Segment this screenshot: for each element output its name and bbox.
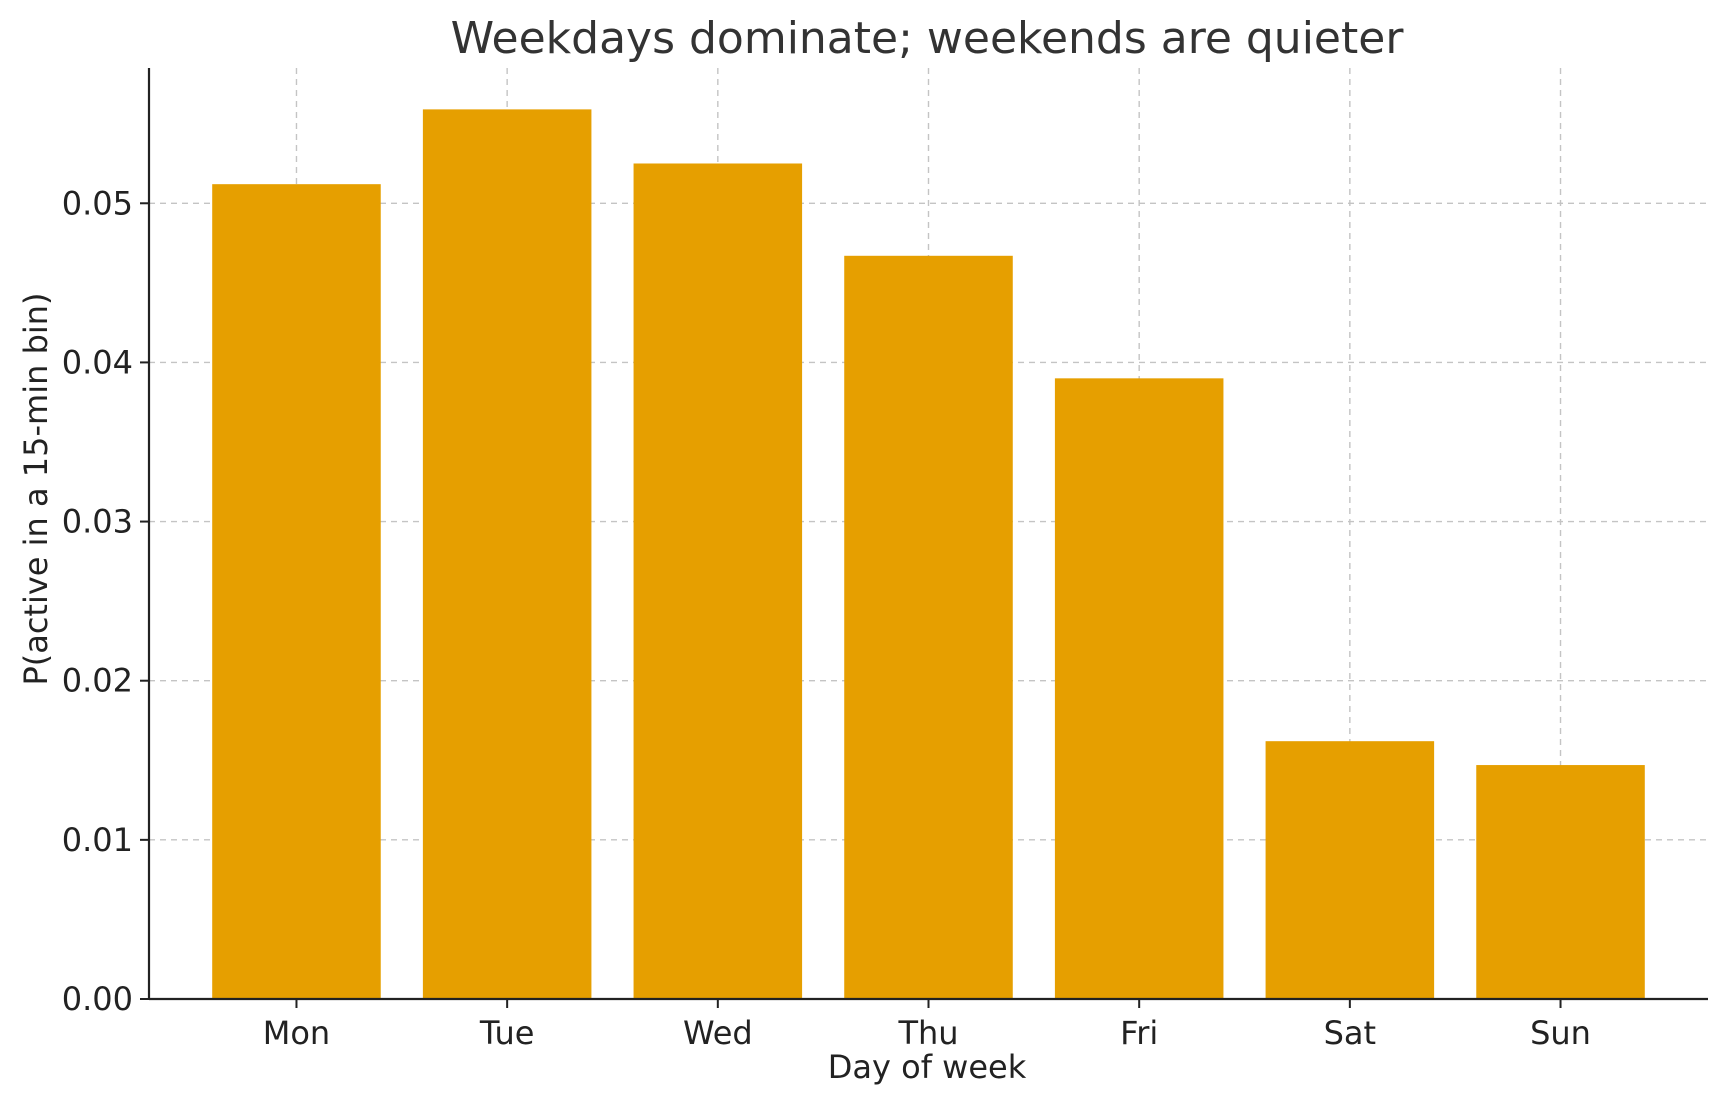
y-axis-label: P(active in a 15-min bin): [17, 292, 55, 685]
y-tick-label: 0.01: [62, 821, 133, 859]
bar-mon: [212, 184, 381, 999]
x-tick-label: Wed: [683, 1014, 753, 1052]
bars: [212, 109, 1645, 1000]
chart-title: Weekdays dominate; weekends are quieter: [451, 13, 1405, 64]
y-tick-label: 0.04: [62, 343, 133, 381]
y-axis-ticks: 0.00 0.01 0.02 0.03 0.04 0.05: [62, 184, 149, 1018]
bar-sun: [1476, 765, 1645, 999]
bar-fri: [1054, 378, 1224, 999]
bar-wed: [633, 163, 803, 999]
x-tick-label: Sat: [1324, 1014, 1376, 1052]
y-tick-label: 0.00: [62, 980, 133, 1018]
x-tick-label: Mon: [263, 1014, 330, 1052]
y-tick-label: 0.05: [62, 184, 133, 222]
y-tick-label: 0.02: [62, 662, 133, 700]
x-axis-ticks: Mon Tue Wed Thu Fri Sat Sun: [263, 999, 1591, 1052]
bar-tue: [422, 109, 592, 999]
x-tick-label: Tue: [479, 1014, 535, 1052]
bar-sat: [1265, 741, 1435, 999]
bar-thu: [844, 255, 1013, 1000]
x-tick-label: Sun: [1530, 1014, 1591, 1052]
x-axis-label: Day of week: [828, 1048, 1027, 1086]
x-tick-label: Thu: [897, 1014, 958, 1052]
y-tick-label: 0.03: [62, 503, 133, 541]
x-tick-label: Fri: [1120, 1014, 1158, 1052]
